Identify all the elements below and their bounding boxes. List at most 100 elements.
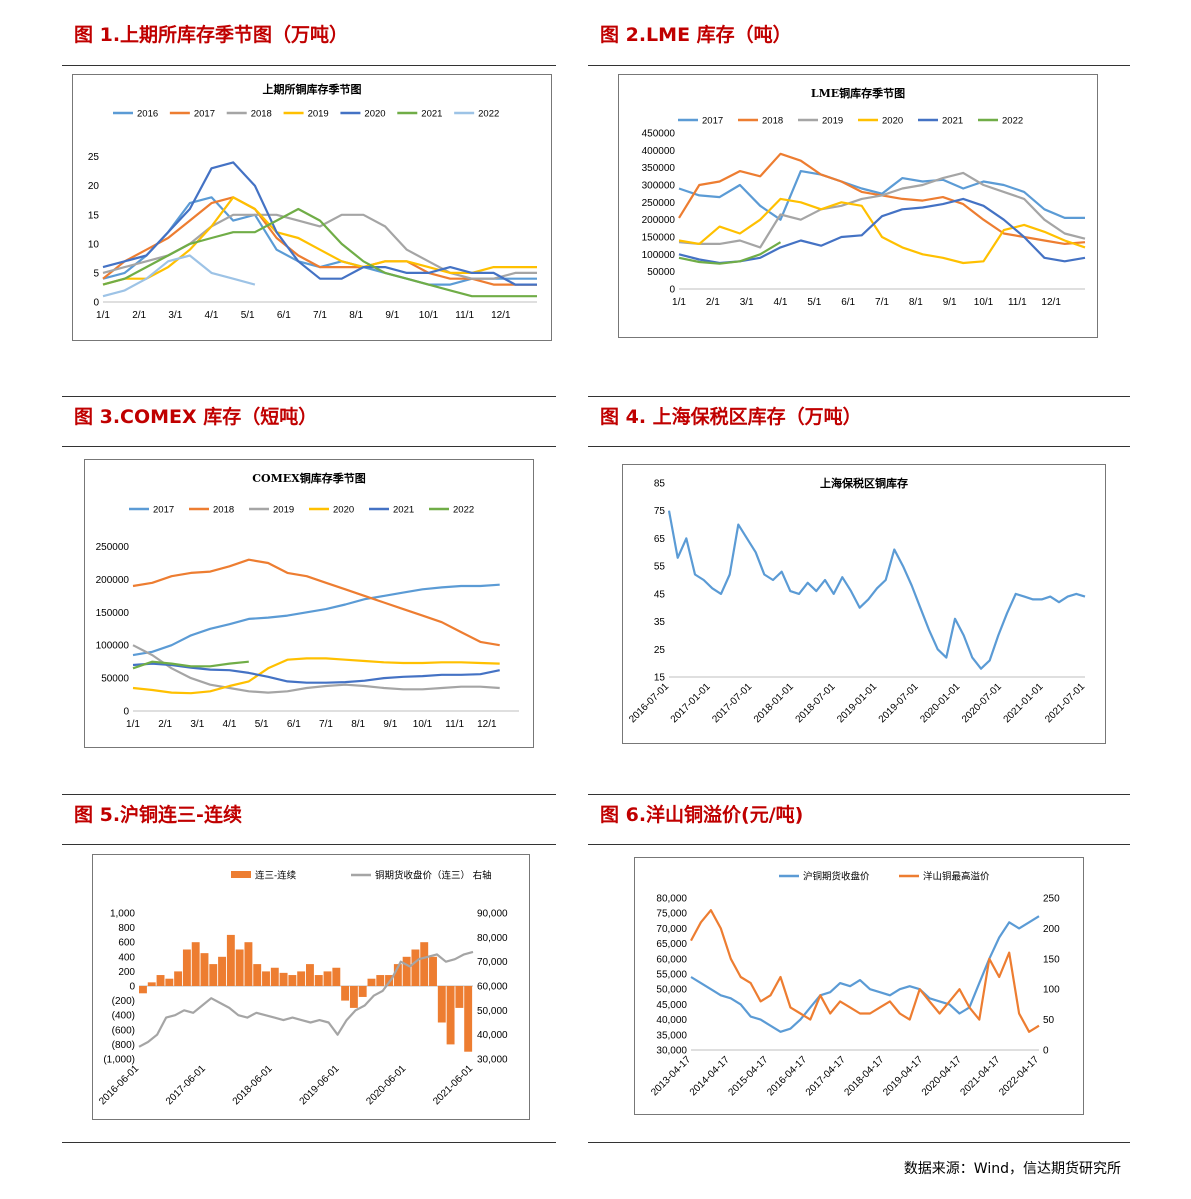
series-line-2018 <box>132 558 500 647</box>
bar <box>174 971 183 986</box>
y-tick-label: 200 <box>118 967 135 978</box>
y-tick-label: 5 <box>93 268 99 279</box>
x-tick-label: 2018-07-01 <box>794 681 838 725</box>
legend-label: 2019 <box>308 109 329 120</box>
x-tick-label: 9/1 <box>383 719 397 730</box>
x-tick-label: 6/1 <box>277 310 291 321</box>
y-tick-label: 65,000 <box>656 939 687 950</box>
x-tick-label: 12/1 <box>1041 297 1061 308</box>
y-tick-label: 55 <box>654 562 666 573</box>
bar <box>332 967 341 986</box>
series-line-2017 <box>132 583 500 657</box>
y-tick-label: 0 <box>129 982 135 993</box>
series-line-铜期货收盘价（连三） 右轴 <box>138 950 474 1048</box>
legend-label: 沪铜期货收盘价 <box>803 871 870 883</box>
x-tick-label: 2017-04-17 <box>804 1054 848 1098</box>
figure-6-title: 图 6.洋山铜溢价(元/吨) <box>600 804 804 826</box>
x-tick-label: 4/1 <box>223 719 237 730</box>
divider <box>588 65 1130 66</box>
y-right-tick-label: 30,000 <box>477 1055 508 1066</box>
divider <box>588 396 1130 397</box>
y-right-tick-label: 50 <box>1043 1015 1055 1026</box>
bar <box>253 964 262 986</box>
x-tick-label: 4/1 <box>205 310 219 321</box>
y-right-tick-label: 70,000 <box>477 957 508 968</box>
x-tick-label: 5/1 <box>241 310 255 321</box>
bar <box>262 971 270 986</box>
y-tick-label: 250000 <box>96 542 130 553</box>
chart-svg: LME铜库存季节图 2017 2018 2019 2020 2021 2022 0 50000 1… <box>642 86 1086 308</box>
chart-svg: COMEX铜库存季节图 2017 2018 2019 2020 2021 2022 0 5000… <box>96 471 519 730</box>
x-tick-label: 2019-06-01 <box>298 1063 342 1107</box>
y-tick-label: 35 <box>654 617 666 628</box>
legend-label: 2020 <box>364 109 385 120</box>
y-tick-label: 350000 <box>642 163 676 174</box>
x-tick-label: 12/1 <box>491 310 511 321</box>
series-line-2020 <box>102 161 537 286</box>
bar <box>200 953 209 986</box>
legend-label: 2017 <box>194 109 215 120</box>
y-tick-label: 450000 <box>642 129 676 140</box>
x-tick-label: 2017-06-01 <box>164 1063 208 1107</box>
x-tick-label: 5/1 <box>255 719 269 730</box>
chart-title: 上期所铜库存季节图 <box>263 82 362 96</box>
y-tick-label: 45 <box>654 589 666 600</box>
figure-2-title: 图 2.LME 库存（吨） <box>600 24 792 46</box>
chart-svg: 上期所铜库存季节图 2016 2017 2018 2019 2020 2021 2022 0 5 1… <box>88 82 537 321</box>
y-tick-label: 600 <box>118 938 135 949</box>
legend-label: 2018 <box>213 505 234 516</box>
figure-5-title: 图 5.沪铜连三-连续 <box>74 804 242 826</box>
x-tick-label: 2/1 <box>158 719 172 730</box>
legend-label: 2021 <box>393 505 414 516</box>
y-right-tick-label: 150 <box>1043 954 1060 965</box>
x-tick-label: 2018-06-01 <box>231 1063 275 1107</box>
bar <box>209 964 218 986</box>
series-line-2022 <box>132 660 249 670</box>
bar <box>429 956 437 986</box>
bar <box>420 942 429 986</box>
y-tick-label: 250000 <box>642 198 676 209</box>
y-tick-label: 55,000 <box>656 970 687 981</box>
chart-lme-inventory: LME铜库存季节图 2017 2018 2019 2020 2021 2022 0 50000 1… <box>618 74 1098 338</box>
x-tick-label: 4/1 <box>774 297 788 308</box>
y-tick-label: 50000 <box>101 674 129 685</box>
y-tick-label: 10 <box>88 239 100 250</box>
x-tick-label: 2021-07-01 <box>1043 681 1087 725</box>
x-tick-label: 2016-06-01 <box>97 1063 141 1107</box>
legend-label: 2018 <box>251 109 272 120</box>
x-tick-label: 12/1 <box>477 719 497 730</box>
bar <box>437 986 446 1023</box>
bar <box>341 986 350 1001</box>
y-tick-label: (400) <box>112 1011 135 1022</box>
series-line-沪铜期货收盘价 <box>690 915 1040 1033</box>
x-tick-label: 2022-04-17 <box>997 1054 1041 1098</box>
y-right-tick-label: 90,000 <box>477 909 508 920</box>
bar <box>297 971 306 986</box>
x-tick-label: 2015-04-17 <box>727 1054 771 1098</box>
divider <box>62 844 556 845</box>
bar <box>279 972 288 986</box>
series-line-2021 <box>132 662 500 684</box>
legend-label: 洋山铜最高溢价 <box>923 871 990 883</box>
x-tick-label: 1/1 <box>672 297 686 308</box>
y-tick-label: 15 <box>654 673 666 684</box>
y-right-tick-label: 0 <box>1043 1046 1049 1057</box>
x-tick-label: 10/1 <box>413 719 433 730</box>
y-tick-label: (600) <box>112 1025 135 1036</box>
legend-label: 2022 <box>453 505 474 516</box>
y-tick-label: 100000 <box>642 250 676 261</box>
divider <box>62 65 556 66</box>
legend-label: 2022 <box>478 109 499 120</box>
chart-comex-inventory: COMEX铜库存季节图 2017 2018 2019 2020 2021 2022 0 5000… <box>84 459 534 748</box>
x-tick-label: 5/1 <box>807 297 821 308</box>
y-tick-label: (1,000) <box>103 1055 135 1066</box>
bar <box>385 975 394 986</box>
bar <box>411 949 420 986</box>
chart-yangshan-premium: 沪铜期货收盘价 洋山铜最高溢价 80,000 75,000 70,000 65,000 60… <box>634 857 1084 1115</box>
y-right-tick-label: 40,000 <box>477 1030 508 1041</box>
y-tick-label: 1,000 <box>110 909 135 920</box>
y-tick-label: 60,000 <box>656 954 687 965</box>
y-tick-label: 70,000 <box>656 924 687 935</box>
y-tick-label: (800) <box>112 1040 135 1051</box>
series-line-2022 <box>102 254 256 298</box>
